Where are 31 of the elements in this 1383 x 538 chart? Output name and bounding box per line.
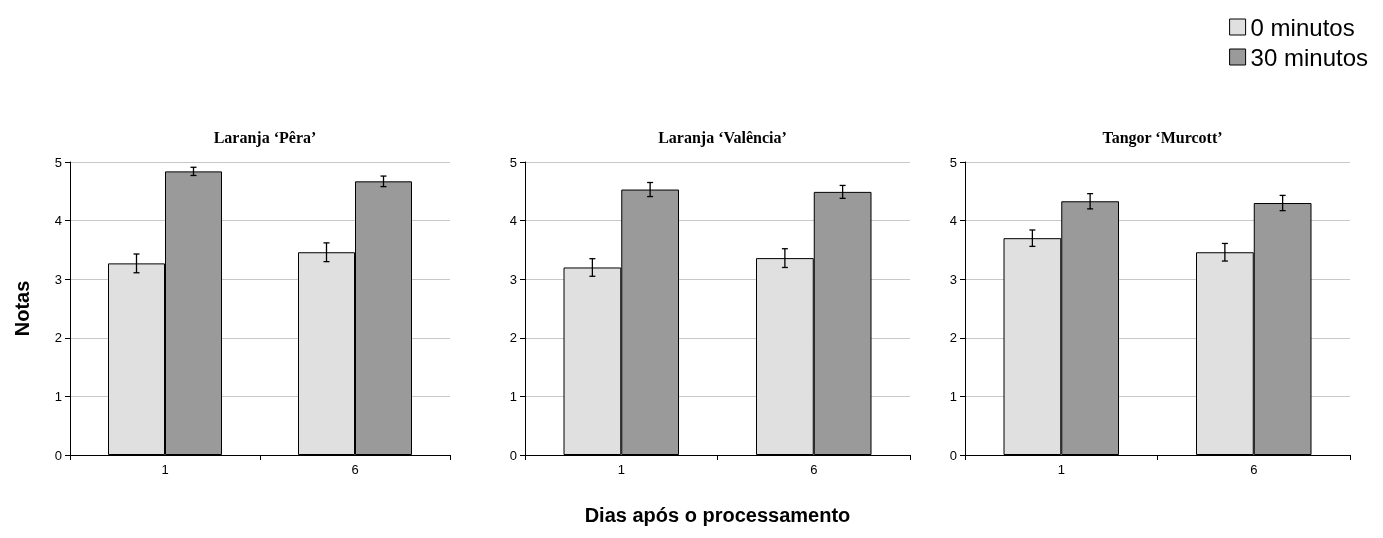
y-tick-label: 0 xyxy=(54,447,62,463)
y-tick-label: 3 xyxy=(54,271,62,287)
y-tick-label: 0 xyxy=(949,447,957,463)
x-tick-label: 6 xyxy=(1250,462,1258,477)
x-tick-label: 6 xyxy=(351,462,359,477)
y-tick-label: 2 xyxy=(509,330,517,346)
y-tick-label: 5 xyxy=(949,154,957,170)
legend-label: 0 minutos xyxy=(1250,13,1355,41)
y-tick-label: 1 xyxy=(54,388,62,404)
x-tick-label: 1 xyxy=(1057,462,1065,477)
x-tick-label: 1 xyxy=(161,462,169,477)
legend-label: 30 minutos xyxy=(1250,43,1369,71)
chart-title: Tangor ‘Murcott’ xyxy=(1102,128,1223,147)
y-tick-label: 4 xyxy=(509,213,517,229)
chart-title: Laranja ‘Valência’ xyxy=(658,128,787,147)
y-tick-label: 4 xyxy=(54,213,62,229)
x-axis-title: Dias após o processamento xyxy=(584,504,851,526)
y-tick-label: 3 xyxy=(509,271,517,287)
y-axis-title: Notas xyxy=(11,280,33,337)
x-tick-label: 1 xyxy=(617,462,625,477)
y-tick-label: 0 xyxy=(509,447,517,463)
y-tick-label: 3 xyxy=(949,271,957,287)
y-tick-label: 5 xyxy=(54,154,62,170)
y-tick-label: 5 xyxy=(509,154,517,170)
y-tick-label: 1 xyxy=(509,388,517,404)
y-tick-label: 2 xyxy=(949,330,957,346)
y-tick-label: 4 xyxy=(949,213,957,229)
x-tick-label: 6 xyxy=(810,462,818,477)
y-tick-label: 1 xyxy=(949,388,957,404)
chart-title: Laranja ‘Pêra’ xyxy=(213,128,317,147)
y-tick-label: 2 xyxy=(54,330,62,346)
